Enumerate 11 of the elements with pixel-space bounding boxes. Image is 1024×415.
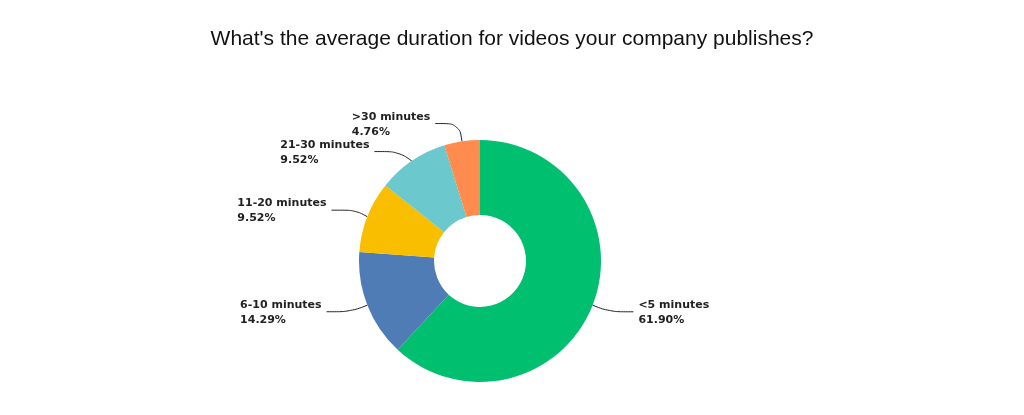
slice-label: <5 minutes [638,297,710,311]
data-label: 61.90% [638,312,685,326]
data-label: 9.52% [280,152,319,166]
slice-label: 21-30 minutes [280,137,370,151]
slice-label: >30 minutes [351,109,431,123]
chart-title: What's the average duration for videos your company publishes? [210,26,814,49]
slice-label: 6-10 minutes [240,297,323,311]
data-label: 14.29% [240,312,286,326]
data-label: 4.76% [351,124,390,138]
slice-label: 11-20 minutes [237,196,327,210]
data-label: 9.52% [237,211,276,225]
